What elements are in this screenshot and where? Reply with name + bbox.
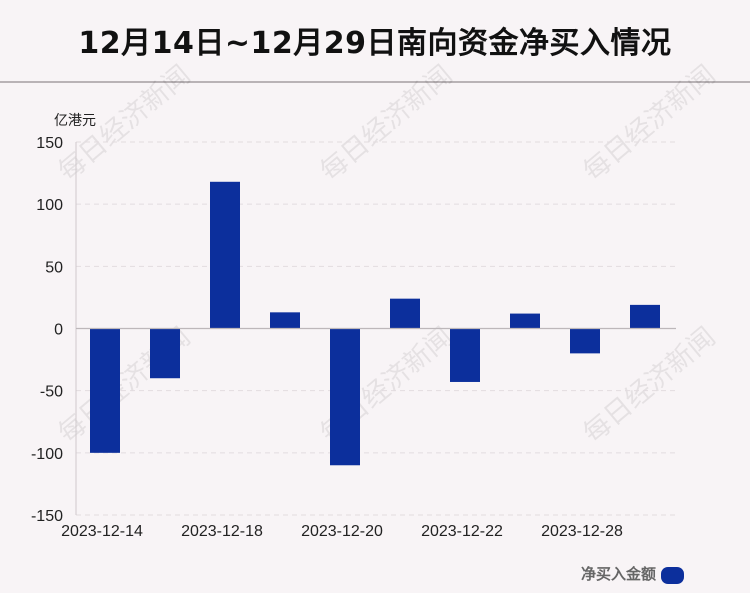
- x-tick-label: 2023-12-20: [301, 523, 383, 540]
- y-tick-label: 100: [36, 197, 63, 214]
- y-tick-label: 0: [54, 322, 63, 339]
- axes: [75, 142, 676, 515]
- legend-label: 净买入金额: [581, 565, 656, 583]
- y-tick-label: -150: [31, 508, 63, 525]
- bar-2023-12-15[interactable]: [150, 328, 180, 379]
- title-divider: [0, 81, 750, 83]
- watermark-text: 每日经济新闻: [578, 60, 722, 188]
- bar-2023-12-19[interactable]: [270, 312, 300, 329]
- x-tick-label: 2023-12-14: [61, 523, 143, 540]
- x-tick-label: 2023-12-28: [541, 523, 623, 540]
- x-tick-label: 2023-12-22: [421, 523, 503, 540]
- x-tick-label: 2023-12-18: [181, 523, 263, 540]
- bar-2023-12-27[interactable]: [510, 313, 540, 329]
- bar-2023-12-21[interactable]: [390, 298, 420, 329]
- grid-lines: [76, 141, 676, 516]
- legend[interactable]: 净买入金额: [581, 565, 684, 584]
- y-axis-unit: 亿港元: [54, 113, 96, 129]
- y-tick-label: 50: [45, 259, 63, 276]
- legend-swatch: [661, 567, 684, 584]
- bar-2023-12-20[interactable]: [330, 328, 360, 466]
- y-tick-label: 150: [36, 135, 63, 152]
- y-axis-ticks: 150 100 50 0 -50 -100 -150: [31, 135, 63, 525]
- bar-2023-12-22[interactable]: [450, 328, 480, 382]
- bar-2023-12-18[interactable]: [210, 181, 240, 329]
- chart-title: 12月14日~12月29日南向资金净买入情况: [78, 26, 672, 61]
- y-tick-label: -50: [40, 384, 63, 401]
- bar-2023-12-28[interactable]: [570, 328, 600, 354]
- x-axis-ticks: 2023-12-14 2023-12-18 2023-12-20 2023-12-22…: [61, 523, 623, 540]
- watermark-text: 每日经济新闻: [315, 60, 459, 188]
- bar-2023-12-29[interactable]: [630, 304, 660, 329]
- bar-series: [90, 181, 660, 466]
- y-tick-label: -100: [31, 446, 63, 463]
- bar-2023-12-14[interactable]: [90, 328, 120, 453]
